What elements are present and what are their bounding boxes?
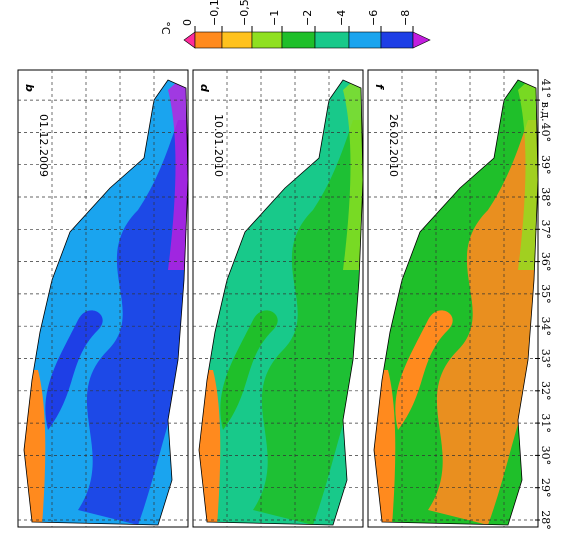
longitude-label: 40° xyxy=(539,123,552,143)
sea-field xyxy=(168,80,188,270)
longitude-label: 35° xyxy=(539,284,552,304)
longitude-label: 36° xyxy=(539,252,552,272)
map-panel: d 10.01.2010 xyxy=(192,69,364,528)
panel-date: 26.02.2010 xyxy=(387,114,400,177)
coastline xyxy=(23,79,189,526)
panels: b 01.12.2009 d 10.01.2010 f 26.02.2010 xyxy=(17,69,539,528)
panel-letter: f xyxy=(373,84,386,90)
sea-field xyxy=(253,120,363,525)
longitude-label: 33° xyxy=(539,349,552,369)
colorbar-unit: °C xyxy=(159,21,172,35)
sea-field xyxy=(395,310,453,430)
colorbar-label: −8 xyxy=(399,10,412,26)
longitude-label: 34° xyxy=(539,316,552,336)
map-panel: b 01.12.2009 xyxy=(17,69,189,528)
map-panel: f 26.02.2010 xyxy=(367,69,539,528)
colorbar-labels: 0 −0,1 −0,5 −1 −2 −4 −6 −8 xyxy=(181,0,414,32)
coastline xyxy=(373,79,539,526)
sea-field xyxy=(220,310,278,430)
sea-field xyxy=(78,120,188,525)
longitude-label: 41° в.д. xyxy=(539,79,552,122)
colorbar xyxy=(183,31,431,49)
panel-date: 01.12.2009 xyxy=(37,114,50,177)
longitude-label: 30° xyxy=(539,446,552,466)
colorbar-label: −1 xyxy=(268,10,281,26)
colorbar-label: −4 xyxy=(335,10,348,26)
sea-field xyxy=(428,120,538,525)
panel-letter: d xyxy=(198,84,211,92)
longitude-label: 31° xyxy=(539,413,552,433)
longitude-label: 38° xyxy=(539,187,552,207)
longitude-label: 32° xyxy=(539,381,552,401)
sea-field xyxy=(45,310,103,430)
longitude-label: 37° xyxy=(539,220,552,240)
sea-field xyxy=(518,80,538,270)
longitude-label: 29° xyxy=(539,478,552,498)
colorbar-label: −0,5 xyxy=(238,0,251,26)
longitude-label: 39° xyxy=(539,155,552,175)
colorbar-label: 0 xyxy=(181,19,194,26)
longitude-labels: 28° 29° 30° 31° 32° 33° 34° 35° 36° 37° 38° 39° 40°4… xyxy=(535,79,552,530)
panel-letter: b xyxy=(23,84,36,92)
panel-date: 10.01.2010 xyxy=(212,114,225,177)
colorbar-label: −6 xyxy=(367,10,380,26)
sea-field xyxy=(343,80,363,270)
colorbar-label: −0,1 xyxy=(208,0,221,26)
coastline xyxy=(198,79,364,526)
colorbar-label: −2 xyxy=(301,10,314,26)
longitude-label: 28° xyxy=(539,510,552,530)
